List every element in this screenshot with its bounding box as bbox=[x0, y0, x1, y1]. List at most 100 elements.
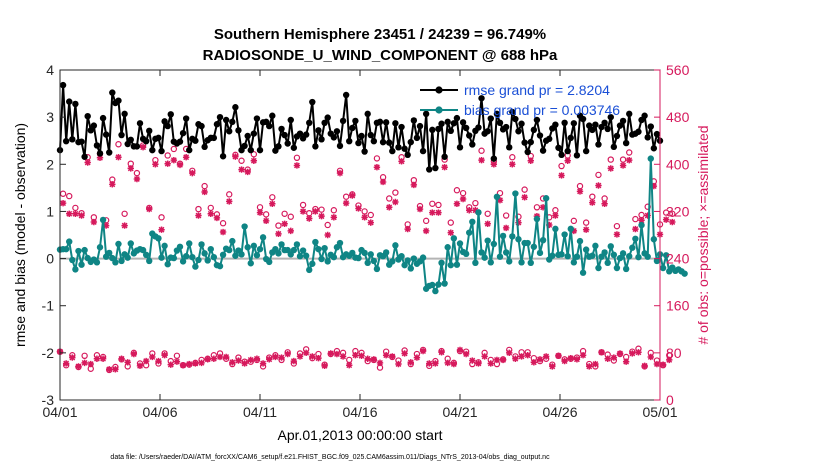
assimilated-obs-marker bbox=[429, 209, 436, 216]
assimilated-obs-marker bbox=[669, 218, 676, 226]
y-left-tick-label: 4 bbox=[46, 62, 54, 78]
assimilated-obs-marker bbox=[192, 360, 199, 367]
assimilated-obs-marker bbox=[333, 350, 341, 358]
bias-point bbox=[216, 262, 224, 270]
rmse-point bbox=[493, 110, 501, 118]
bias-point bbox=[389, 258, 396, 265]
x-axis: 04/01 04/06 04/11 04/16 04/21 04/26 05/01 bbox=[42, 70, 678, 420]
assimilated-obs-marker bbox=[210, 355, 218, 362]
rmse-point bbox=[435, 125, 442, 133]
rmse-point bbox=[330, 134, 338, 141]
assimilated-obs-marker bbox=[413, 354, 421, 361]
assimilated-obs-marker bbox=[441, 164, 448, 171]
assimilated-obs-marker bbox=[536, 356, 544, 363]
possible-obs-marker bbox=[453, 187, 461, 194]
assimilated-obs-marker bbox=[659, 361, 667, 368]
bias-point bbox=[472, 259, 479, 267]
possible-obs-marker bbox=[342, 193, 350, 200]
bias-point bbox=[146, 257, 153, 265]
bias-point bbox=[182, 253, 190, 260]
bias-point bbox=[321, 245, 328, 252]
rmse-point bbox=[133, 143, 141, 150]
assimilated-obs-marker bbox=[355, 205, 362, 212]
y-right-tick-label: 80 bbox=[666, 345, 682, 361]
bias-point bbox=[78, 261, 85, 268]
assimilated-obs-marker bbox=[459, 195, 467, 203]
rmse-point bbox=[342, 91, 350, 99]
bias-point bbox=[62, 245, 70, 253]
bias-point bbox=[275, 250, 282, 257]
assimilated-obs-marker bbox=[149, 353, 156, 361]
bias-point bbox=[613, 264, 621, 272]
assimilated-obs-marker bbox=[619, 162, 627, 169]
obs-layer bbox=[56, 141, 676, 374]
rmse-point bbox=[429, 126, 436, 134]
rmse-point bbox=[619, 117, 627, 125]
assimilated-obs-marker bbox=[336, 169, 344, 177]
assimilated-obs-marker bbox=[152, 161, 159, 168]
bias-point bbox=[527, 259, 534, 267]
assimilated-obs-marker bbox=[112, 366, 119, 373]
assimilated-obs-marker bbox=[346, 362, 353, 369]
bias-point bbox=[450, 235, 458, 242]
assimilated-obs-marker bbox=[447, 229, 454, 236]
assimilated-obs-marker bbox=[133, 175, 141, 183]
possible-obs-marker bbox=[435, 201, 442, 209]
assimilated-obs-marker bbox=[69, 354, 76, 361]
bias-point bbox=[256, 245, 264, 253]
bias-point bbox=[69, 256, 76, 264]
bias-point bbox=[398, 253, 405, 260]
bias-point bbox=[469, 218, 476, 225]
bias-point bbox=[567, 225, 574, 233]
rmse-point bbox=[441, 153, 448, 160]
assimilated-obs-marker bbox=[561, 357, 568, 365]
bias-point bbox=[616, 254, 624, 262]
bias-point bbox=[336, 239, 344, 247]
rmse-point bbox=[290, 144, 298, 151]
assimilated-obs-marker bbox=[595, 182, 602, 189]
bias-point bbox=[502, 249, 510, 256]
rmse-point bbox=[232, 104, 239, 111]
bias-point bbox=[632, 235, 639, 242]
assimilated-obs-marker bbox=[564, 157, 571, 164]
possible-obs-marker bbox=[632, 215, 639, 223]
rmse-point bbox=[478, 95, 485, 102]
rmse-point bbox=[127, 136, 134, 143]
assimilated-obs-marker bbox=[207, 210, 214, 217]
assimilated-obs-marker bbox=[376, 359, 384, 367]
assimilated-obs-marker bbox=[121, 222, 128, 229]
bias-point bbox=[253, 252, 261, 259]
possible-obs-marker bbox=[459, 189, 467, 197]
bias-point bbox=[432, 287, 439, 295]
rmse-point bbox=[650, 145, 658, 152]
assimilated-obs-marker bbox=[582, 226, 590, 233]
assimilated-obs-marker bbox=[102, 222, 110, 229]
bias-point bbox=[201, 250, 208, 257]
rmse-point bbox=[182, 115, 190, 122]
assimilated-obs-marker bbox=[469, 357, 476, 364]
possible-obs-marker bbox=[422, 217, 430, 225]
assimilated-obs-marker bbox=[198, 359, 205, 367]
assimilated-obs-marker bbox=[226, 198, 233, 205]
rmse-point bbox=[515, 128, 522, 135]
possible-obs-marker bbox=[509, 154, 516, 161]
assimilated-obs-marker bbox=[259, 360, 267, 367]
rmse-point bbox=[410, 117, 418, 124]
rmse-point bbox=[419, 147, 427, 155]
assimilated-obs-marker bbox=[592, 360, 599, 368]
assimilated-obs-marker bbox=[266, 356, 273, 363]
assimilated-obs-marker bbox=[222, 353, 230, 361]
bias-point bbox=[189, 253, 196, 261]
rmse-point bbox=[610, 143, 618, 151]
rmse-point bbox=[250, 130, 258, 137]
rmse-point bbox=[244, 132, 251, 140]
bias-point bbox=[484, 237, 491, 244]
rmse-point bbox=[641, 112, 648, 119]
bias-point bbox=[573, 253, 581, 260]
bias-point bbox=[509, 233, 516, 240]
rmse-point bbox=[635, 128, 642, 135]
bias-point bbox=[392, 242, 399, 249]
possible-obs-marker bbox=[275, 222, 282, 229]
bias-point bbox=[499, 232, 507, 240]
